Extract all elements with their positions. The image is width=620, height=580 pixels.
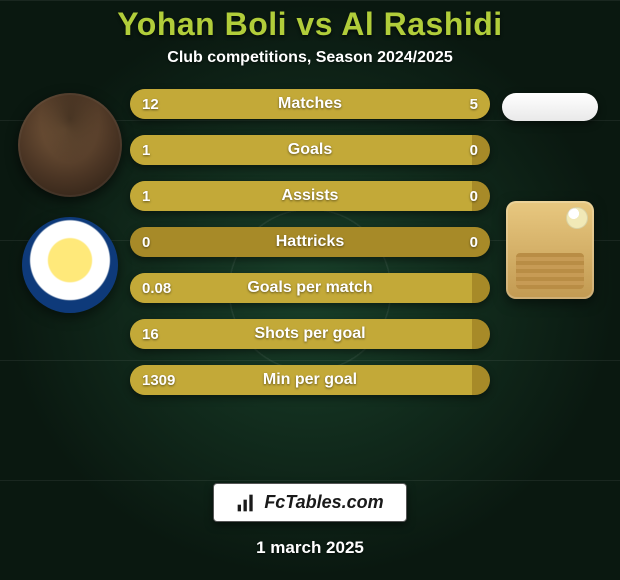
page-title: Yohan Boli vs Al Rashidi (0, 6, 620, 43)
stat-label: Min per goal (130, 371, 490, 389)
stat-bar: 0.08Goals per match (130, 273, 490, 303)
right-player-column (490, 89, 610, 299)
left-player-crest (22, 217, 118, 313)
stat-label: Assists (130, 187, 490, 205)
date-text: 1 march 2025 (0, 538, 620, 558)
stat-bar: 10Goals (130, 135, 490, 165)
stat-label: Matches (130, 95, 490, 113)
stat-label: Goals (130, 141, 490, 159)
stat-bar: 16Shots per goal (130, 319, 490, 349)
left-player-column (10, 89, 130, 313)
right-player-name-pill (502, 93, 598, 121)
stat-label: Goals per match (130, 279, 490, 297)
stat-bar: 10Assists (130, 181, 490, 211)
left-player-avatar (18, 93, 122, 197)
brand-badge: FcTables.com (213, 483, 406, 522)
right-player-placeholder-card (506, 201, 594, 299)
chart-icon (236, 493, 256, 513)
root: Yohan Boli vs Al Rashidi Club competitio… (0, 0, 620, 580)
stat-label: Shots per goal (130, 325, 490, 343)
comparison-panel: 125Matches 10Goals 10Assists 00Hattricks 0.0… (0, 89, 620, 395)
footer: FcTables.com 1 march 2025 (0, 483, 620, 558)
stat-bar: 1309Min per goal (130, 365, 490, 395)
brand-text: FcTables.com (264, 492, 383, 513)
stat-bar: 125Matches (130, 89, 490, 119)
stat-label: Hattricks (130, 233, 490, 251)
stats-bars: 125Matches 10Goals 10Assists 00Hattricks 0.0… (130, 89, 490, 395)
stat-bar: 00Hattricks (130, 227, 490, 257)
page-subtitle: Club competitions, Season 2024/2025 (0, 49, 620, 67)
